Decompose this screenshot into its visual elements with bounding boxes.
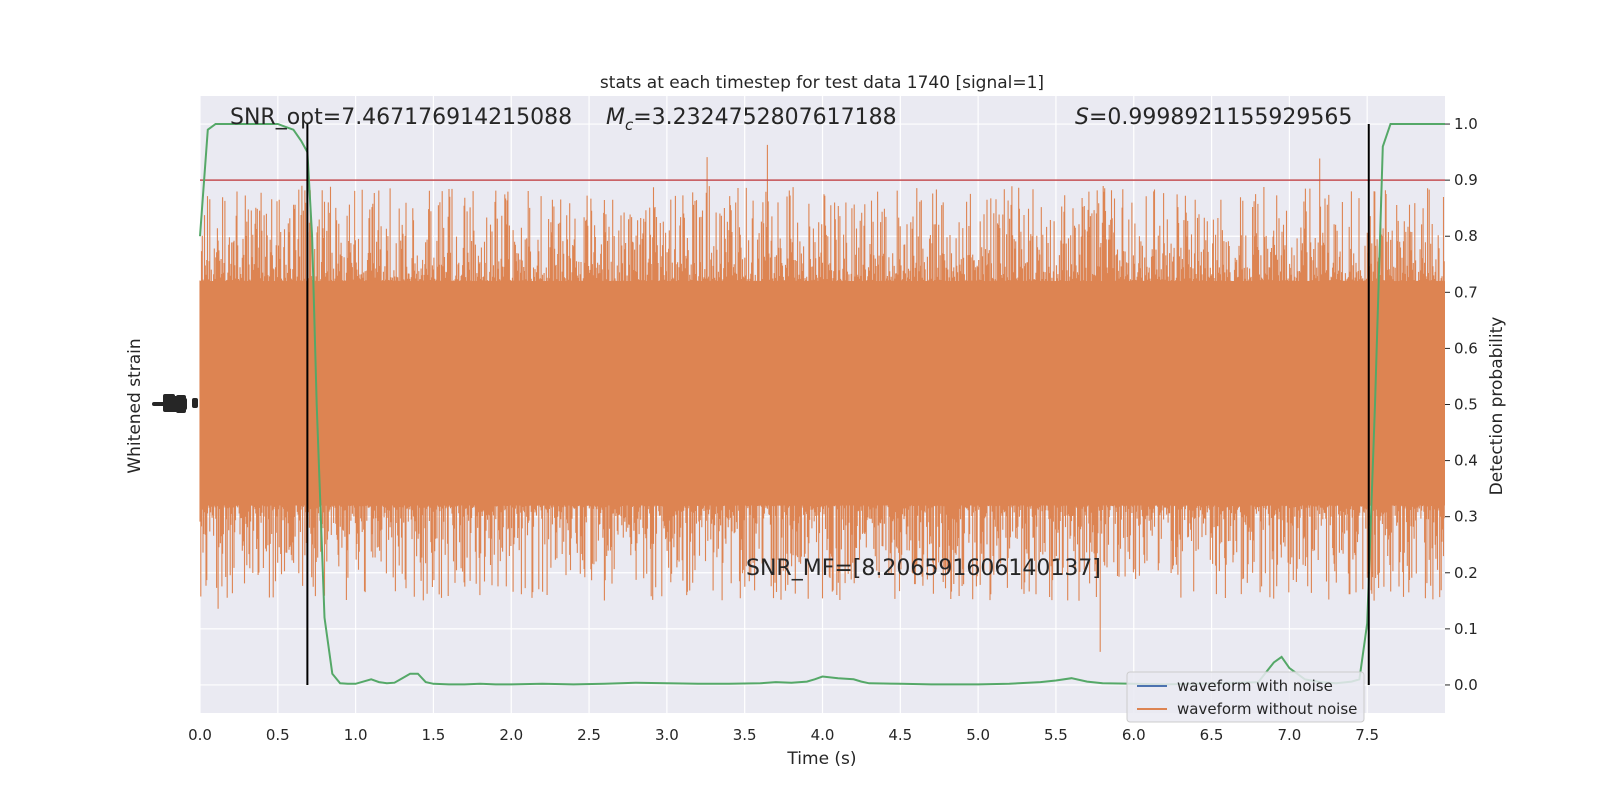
left-tick-glyph xyxy=(181,398,187,410)
y-tick-label: 0.0 xyxy=(1454,676,1478,694)
y-tick-label: 0.7 xyxy=(1454,283,1478,301)
y-tick-labels-right: 0.0 0.1 0.2 0.3 0.4 0.5 0.6 0.7 0.8 0.9 1.0 xyxy=(1445,115,1478,694)
x-tick-label: 6.0 xyxy=(1122,726,1146,744)
y-tick-label: 0.3 xyxy=(1454,508,1478,526)
probability-layer xyxy=(199,123,1445,686)
x-tick-label: 0.5 xyxy=(266,726,290,744)
x-tick-label: 1.5 xyxy=(422,726,446,744)
x-tick-label: 5.0 xyxy=(966,726,990,744)
mc-subscript: c xyxy=(625,116,634,134)
y-tick-label: 0.8 xyxy=(1454,227,1478,245)
y-tick-label: 0.2 xyxy=(1454,564,1478,582)
y-tick-label: 0.4 xyxy=(1454,452,1478,470)
x-tick-label: 7.0 xyxy=(1277,726,1301,744)
s-annotation: S=0.9998921155929565 xyxy=(1075,105,1352,130)
mc-value: =3.2324752807617188 xyxy=(633,105,896,130)
mc-annotation: Mc=3.2324752807617188 xyxy=(606,105,897,134)
strain-layer xyxy=(199,144,1445,652)
x-tick-label: 2.0 xyxy=(499,726,523,744)
left-axis-clutter xyxy=(152,394,198,413)
y-tick-label: 0.6 xyxy=(1454,339,1478,357)
legend-label-without-noise: waveform without noise xyxy=(1177,700,1357,718)
y-axis-label-left: Whitened strain xyxy=(125,338,145,473)
x-tick-label: 4.0 xyxy=(811,726,835,744)
x-tick-label: 4.5 xyxy=(888,726,912,744)
s-symbol: S xyxy=(1075,105,1089,130)
left-tick-glyph xyxy=(192,398,198,408)
x-tick-label: 1.0 xyxy=(344,726,368,744)
x-tick-label: 6.5 xyxy=(1200,726,1224,744)
y-tick-label: 0.1 xyxy=(1454,620,1478,638)
x-axis-label: Time (s) xyxy=(786,749,856,769)
y-tick-label: 1.0 xyxy=(1454,115,1478,133)
x-tick-label: 3.5 xyxy=(733,726,757,744)
x-tick-label: 0.0 xyxy=(188,726,212,744)
snr-opt-annotation: SNR_opt=7.467176914215088 xyxy=(230,105,572,130)
detection-probability-line xyxy=(199,123,1445,686)
chart-title: stats at each timestep for test data 174… xyxy=(600,73,1044,93)
legend-label-with-noise: waveform with noise xyxy=(1177,677,1333,695)
y-tick-label: 0.9 xyxy=(1454,171,1478,189)
x-tick-label: 7.5 xyxy=(1355,726,1379,744)
y-tick-label: 0.5 xyxy=(1454,396,1478,414)
y-axis-label-right: Detection probability xyxy=(1487,317,1507,496)
x-tick-label: 2.5 xyxy=(577,726,601,744)
legend: waveform with noise waveform without noi… xyxy=(1126,671,1365,723)
vline-layer xyxy=(306,124,1370,685)
snr-mf-annotation: SNR_MF=[8.206591606140137] xyxy=(746,556,1101,581)
x-tick-label: 5.5 xyxy=(1044,726,1068,744)
x-tick-label: 3.0 xyxy=(655,726,679,744)
s-value: =0.9998921155929565 xyxy=(1089,105,1352,130)
legend-box xyxy=(1126,671,1365,723)
x-tick-labels: 0.0 0.5 1.0 1.5 2.0 2.5 3.0 3.5 4.0 4.5 5.0 5.5 6.0 6… xyxy=(188,726,1379,744)
mc-symbol: M xyxy=(606,105,625,130)
strain-without-noise-line xyxy=(199,144,1445,652)
